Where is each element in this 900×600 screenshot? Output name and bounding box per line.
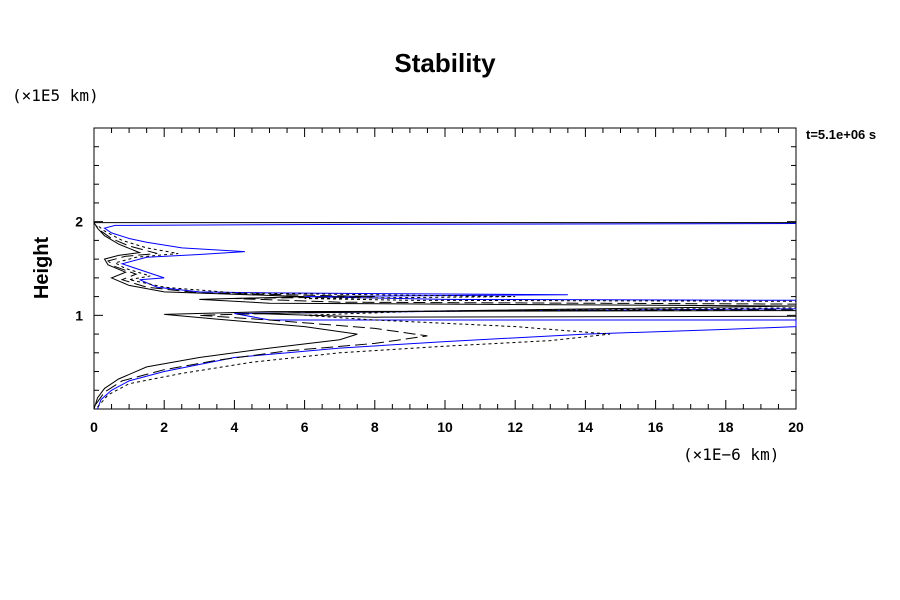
plot-frame bbox=[93, 127, 797, 410]
x-tick-label: 20 bbox=[788, 419, 804, 435]
x-tick-label: 18 bbox=[718, 419, 734, 435]
x-ticks: 0 2 4 6 8 10 12 14 16 18 20 bbox=[90, 128, 804, 435]
y-tick-label: 1 bbox=[75, 307, 83, 323]
x-tick-label: 6 bbox=[301, 419, 309, 435]
x-tick-label: 2 bbox=[160, 419, 168, 435]
x-tick-label: 14 bbox=[578, 419, 594, 435]
y-tick-label: 2 bbox=[75, 214, 83, 230]
series-line-2 bbox=[97, 225, 797, 408]
x-tick-label: 0 bbox=[90, 419, 98, 435]
x-tick-label: 8 bbox=[371, 419, 379, 435]
annotation-time: t=5.1e+06 s bbox=[806, 127, 876, 142]
series-line-3 bbox=[95, 225, 797, 405]
x-tick-label: 12 bbox=[507, 419, 523, 435]
x-tick-label: 10 bbox=[437, 419, 453, 435]
chart-title: Stability bbox=[394, 48, 496, 78]
y-multiplier: (×1E5 km) bbox=[12, 86, 99, 105]
series-line-4 bbox=[93, 222, 797, 410]
series-group bbox=[93, 222, 797, 410]
x-tick-label: 4 bbox=[231, 419, 239, 435]
y-ticks: 12 bbox=[75, 127, 796, 410]
x-multiplier: (×1E−6 km) bbox=[683, 445, 779, 464]
x-tick-label: 16 bbox=[648, 419, 664, 435]
y-axis-label: Height bbox=[31, 237, 53, 300]
